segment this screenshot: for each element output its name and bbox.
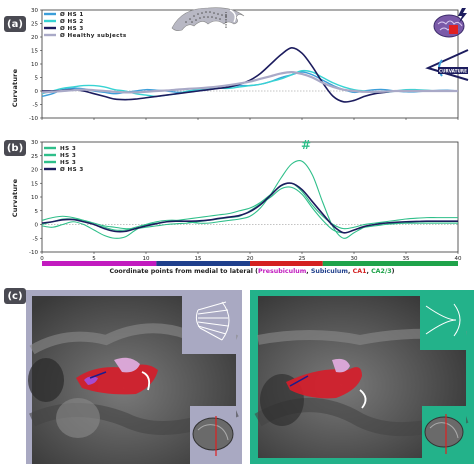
- panel-b-badge: (b): [4, 140, 26, 156]
- x-tick-label: 10: [143, 256, 150, 262]
- y-tick-label: 20: [31, 168, 38, 174]
- series-line: [41, 70, 459, 94]
- x-tick-label: 25: [299, 256, 306, 262]
- caption-prefix: Coordinate points from medial to lateral…: [109, 268, 258, 275]
- mri-left-panel: [26, 290, 242, 464]
- region-bar-presubiculum: [42, 261, 157, 266]
- y-tick-label: 5: [35, 209, 39, 215]
- curvature-icon: CURVATURE: [425, 49, 469, 81]
- legend-label: Ø Healthy subjects: [60, 32, 127, 39]
- x-tick-label: 40: [455, 256, 462, 262]
- y-tick-label: 10: [31, 195, 38, 201]
- legend-label: HS 3: [60, 146, 76, 152]
- hippocampus-fan-icon-right: [425, 303, 461, 337]
- x-tick-label: 20: [247, 256, 254, 262]
- y-tick-label: 30: [31, 8, 38, 14]
- y-tick-label: 15: [31, 49, 38, 55]
- legend-label: Ø HS 1: [60, 11, 84, 18]
- region-bar-ca1: [250, 261, 323, 266]
- y-tick-label: -10: [29, 250, 38, 256]
- x-axis-caption: Coordinate points from medial to lateral…: [42, 268, 462, 275]
- legend-label: Ø HS 2: [60, 18, 84, 25]
- legend-label: Ø HS 3: [60, 25, 84, 32]
- significance-marker: #: [301, 138, 312, 152]
- region-bar-subiculum: [156, 261, 250, 266]
- caption-sep-3: ,: [366, 268, 372, 275]
- x-tick-label: 5: [92, 256, 96, 262]
- y-tick-label: -5: [33, 103, 39, 109]
- x-tick-label: 30: [351, 256, 358, 262]
- legend-label: Ø HS 3: [60, 166, 84, 173]
- caption-sep-1: ,: [306, 268, 311, 275]
- caption-presubiculum: Presubiculum: [257, 268, 307, 275]
- hippocampus-fan-icon: [195, 301, 230, 341]
- sagittal-brain-icon: [192, 416, 234, 456]
- curvature-icon-label: CURVATURE: [439, 69, 467, 74]
- caption-sep-2: ,: [347, 268, 353, 275]
- x-tick-label: 35: [403, 256, 410, 262]
- x-tick-label: 0: [40, 256, 44, 262]
- caption-suffix: ): [391, 268, 395, 275]
- y-tick-label: 10: [31, 62, 38, 68]
- series-line: [41, 186, 458, 234]
- x-tick-label: 15: [195, 256, 202, 262]
- hippocampus-schematic-icon: [171, 7, 245, 31]
- y-tick-label: 30: [31, 140, 38, 146]
- y-tick-label: 0: [35, 223, 39, 229]
- y-tick-label: 5: [35, 76, 39, 82]
- panel-a-badge: (a): [4, 16, 26, 32]
- mri-right-panel: [250, 290, 474, 464]
- series-line: [41, 46, 459, 103]
- legend-label: HS 3: [60, 153, 76, 159]
- caption-ca1: CA1: [352, 268, 367, 275]
- chart-a: -10 -5 0 5 10 15 20 25 30 Ø HS 1Ø HS 2Ø HS 3Ø Hea…: [29, 8, 459, 122]
- panel-c-badge: (c): [4, 288, 26, 304]
- sagittal-brain-icon-right: [424, 414, 464, 454]
- plot-frame: [41, 9, 459, 119]
- region-bar-ca23: [322, 261, 458, 266]
- caption-ca23: CA2/3: [371, 268, 392, 275]
- series-line: [41, 182, 458, 231]
- region-bar: [42, 261, 458, 266]
- y-tick-label: -10: [29, 116, 38, 122]
- brain-lightning-icon: [433, 8, 467, 38]
- y-tick-label: -5: [33, 236, 39, 242]
- y-tick-label: 25: [31, 22, 38, 28]
- series-line: [41, 71, 459, 98]
- series-line: [41, 182, 458, 234]
- y-tick-label: 20: [31, 35, 38, 41]
- y-tick-label: 0: [35, 89, 39, 95]
- y-tick-label: 25: [31, 154, 38, 160]
- legend-label: HS 3: [60, 160, 76, 166]
- caption-subiculum: Subiculum: [310, 268, 348, 275]
- y-tick-label: 15: [31, 181, 38, 187]
